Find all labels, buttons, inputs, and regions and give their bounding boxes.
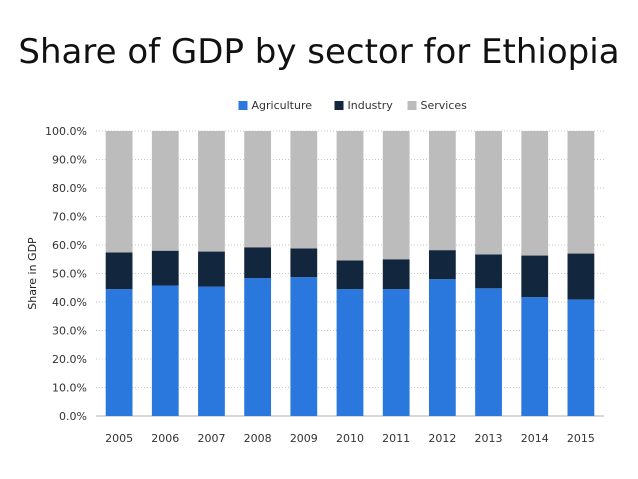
bar-industry-2010 [336, 260, 364, 290]
legend-item-agriculture: Agriculture [238, 99, 313, 112]
x-tick-label: 2009 [290, 432, 318, 445]
legend-label: Services [421, 99, 468, 112]
y-tick-label: 10.0% [52, 382, 87, 395]
bar-industry-2012 [428, 250, 456, 280]
x-tick-label: 2011 [382, 432, 410, 445]
y-tick-label: 0.0% [59, 410, 87, 423]
legend-label: Agriculture [252, 99, 313, 112]
bar-industry-2006 [151, 250, 179, 286]
y-tick-label: 70.0% [52, 211, 87, 224]
bar-services-2010 [336, 131, 364, 261]
bar-agriculture-2009 [290, 277, 318, 416]
bar-services-2005 [105, 131, 133, 253]
y-tick-label: 50.0% [52, 268, 87, 281]
x-tick-label: 2014 [521, 432, 549, 445]
bar-agriculture-2011 [382, 289, 410, 416]
bar-industry-2013 [475, 254, 502, 289]
bar-agriculture-2014 [521, 297, 549, 416]
chart-title: Share of GDP by sector for Ethiopia [18, 32, 620, 72]
bar-services-2009 [290, 131, 318, 249]
x-tick-label: 2015 [567, 432, 595, 445]
bar-services-2012 [428, 131, 456, 251]
y-tick-label: 60.0% [52, 239, 87, 252]
legend-swatch [238, 101, 248, 110]
legend-item-services: Services [407, 99, 468, 112]
bar-industry-2014 [521, 255, 549, 298]
legend-swatch [334, 101, 344, 110]
legend-label: Industry [348, 99, 394, 112]
y-tick-label: 90.0% [52, 154, 87, 167]
y-tick-label: 20.0% [52, 353, 87, 366]
bar-industry-2008 [244, 247, 272, 279]
bar-services-2008 [244, 131, 272, 248]
x-tick-label: 2012 [428, 432, 456, 445]
bar-agriculture-2006 [151, 285, 179, 416]
y-tick-label: 40.0% [52, 296, 87, 309]
y-tick-label: 30.0% [52, 325, 87, 338]
bar-services-2015 [567, 131, 595, 254]
bar-agriculture-2012 [428, 279, 456, 416]
bar-agriculture-2015 [567, 299, 595, 416]
bar-services-2013 [475, 131, 502, 255]
bar-agriculture-2005 [105, 289, 133, 416]
x-tick-label: 2007 [197, 432, 225, 445]
bar-agriculture-2010 [336, 289, 364, 416]
bar-agriculture-2008 [244, 278, 272, 416]
y-tick-label: 80.0% [52, 182, 87, 195]
x-tick-label: 2005 [105, 432, 133, 445]
bar-agriculture-2013 [475, 288, 502, 416]
bar-industry-2015 [567, 253, 595, 300]
bar-agriculture-2007 [198, 286, 225, 416]
x-tick-label: 2013 [475, 432, 503, 445]
x-tick-label: 2006 [151, 432, 179, 445]
bars [105, 131, 595, 416]
legend-item-industry: Industry [334, 99, 394, 112]
bar-services-2007 [198, 131, 225, 252]
bar-industry-2007 [198, 251, 225, 287]
bar-industry-2005 [105, 252, 133, 290]
y-axis-ticks: 0.0% 10.0% 20.0% 30.0% 40.0% 50.0% 60.0% 70.0% 8… [45, 125, 87, 423]
bar-services-2006 [151, 131, 179, 251]
y-tick-label: 100.0% [45, 125, 87, 138]
legend-swatch [407, 101, 417, 110]
bar-industry-2009 [290, 248, 318, 278]
x-axis-ticks: 2005 2006 2007 2008 2009 2010 2011 2012 2013 2014… [105, 432, 595, 445]
x-tick-label: 2010 [336, 432, 364, 445]
y-axis-label: Share in GDP [26, 237, 39, 310]
bar-services-2011 [382, 131, 410, 260]
legend: Agriculture Industry Services [238, 99, 468, 112]
bar-services-2014 [521, 131, 549, 256]
x-tick-label: 2008 [244, 432, 272, 445]
bar-industry-2011 [382, 259, 410, 290]
